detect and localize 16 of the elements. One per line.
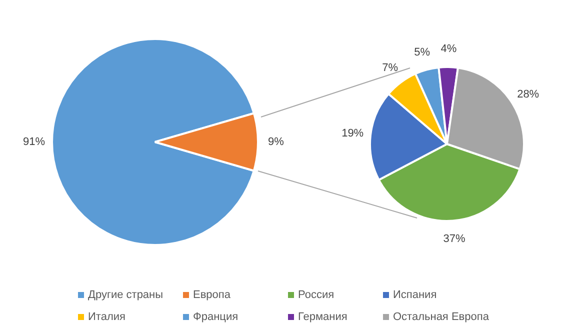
data-label: 19% [342,127,364,140]
data-label: 5% [414,46,430,58]
data-label: 91% [22,136,46,148]
legend-label: Италия [88,311,126,323]
legend-label: Испания [393,289,437,301]
data-label: 7% [382,62,398,74]
data-label: 4% [440,43,457,56]
legend-label: Россия [298,289,334,301]
legend-label: Европа [193,289,230,301]
data-label: 37% [443,232,466,245]
legend-label: Другие страны [88,289,164,301]
data-label: 9% [268,136,284,148]
legend-label: Германия [298,311,348,323]
data-label: 28% [517,88,540,101]
legend-label: Франция [193,311,238,323]
legend-label: Остальная Европа [393,311,489,323]
